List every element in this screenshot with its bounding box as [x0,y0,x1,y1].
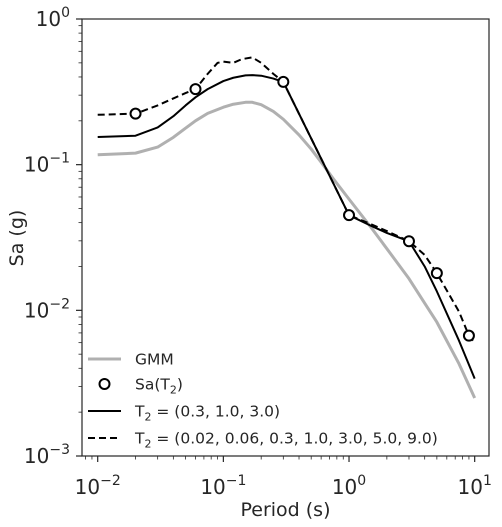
plot-background [82,19,489,456]
y-axis-title: Sa (g) [6,210,28,267]
data-point [462,329,475,342]
legend-label-2: T2 = (0.3, 1.0, 3.0) [134,403,280,424]
legend: GMM Sa(T2) T2 = (0.3, 1.0, 3.0) T2 = (0.02,… [88,351,438,451]
y-tick-label: 10−2 [24,296,70,322]
x-axis-title: Period (s) [240,499,330,521]
legend-label-1: Sa(T2) [135,376,183,397]
x-tick-label: 100 [332,473,366,499]
x-tick-label: 10−1 [200,473,246,499]
x-tick-label: 101 [457,473,491,499]
series-line-2 [97,74,476,379]
legend-marker-1 [98,378,111,390]
marker-layer [129,75,475,342]
legend-label-0: GMM [135,351,174,369]
series-line-3 [97,56,476,344]
plot-frame [81,18,490,457]
y-tick-label: 10−1 [24,151,70,177]
data-point [430,267,443,280]
data-point [189,83,202,96]
data-point [129,107,142,120]
data-point [343,209,356,222]
legend-label-3: T2 = (0.02, 0.06, 0.3, 1.0, 3.0, 5.0, 9.… [134,430,438,451]
series-layer [97,56,477,399]
y-tick-label: 100 [36,5,70,31]
data-point [277,75,290,88]
data-point [402,235,415,248]
x-tick-label: 10−2 [75,473,121,499]
series-line-0 [97,100,477,399]
y-tick-label: 10−3 [24,442,70,468]
